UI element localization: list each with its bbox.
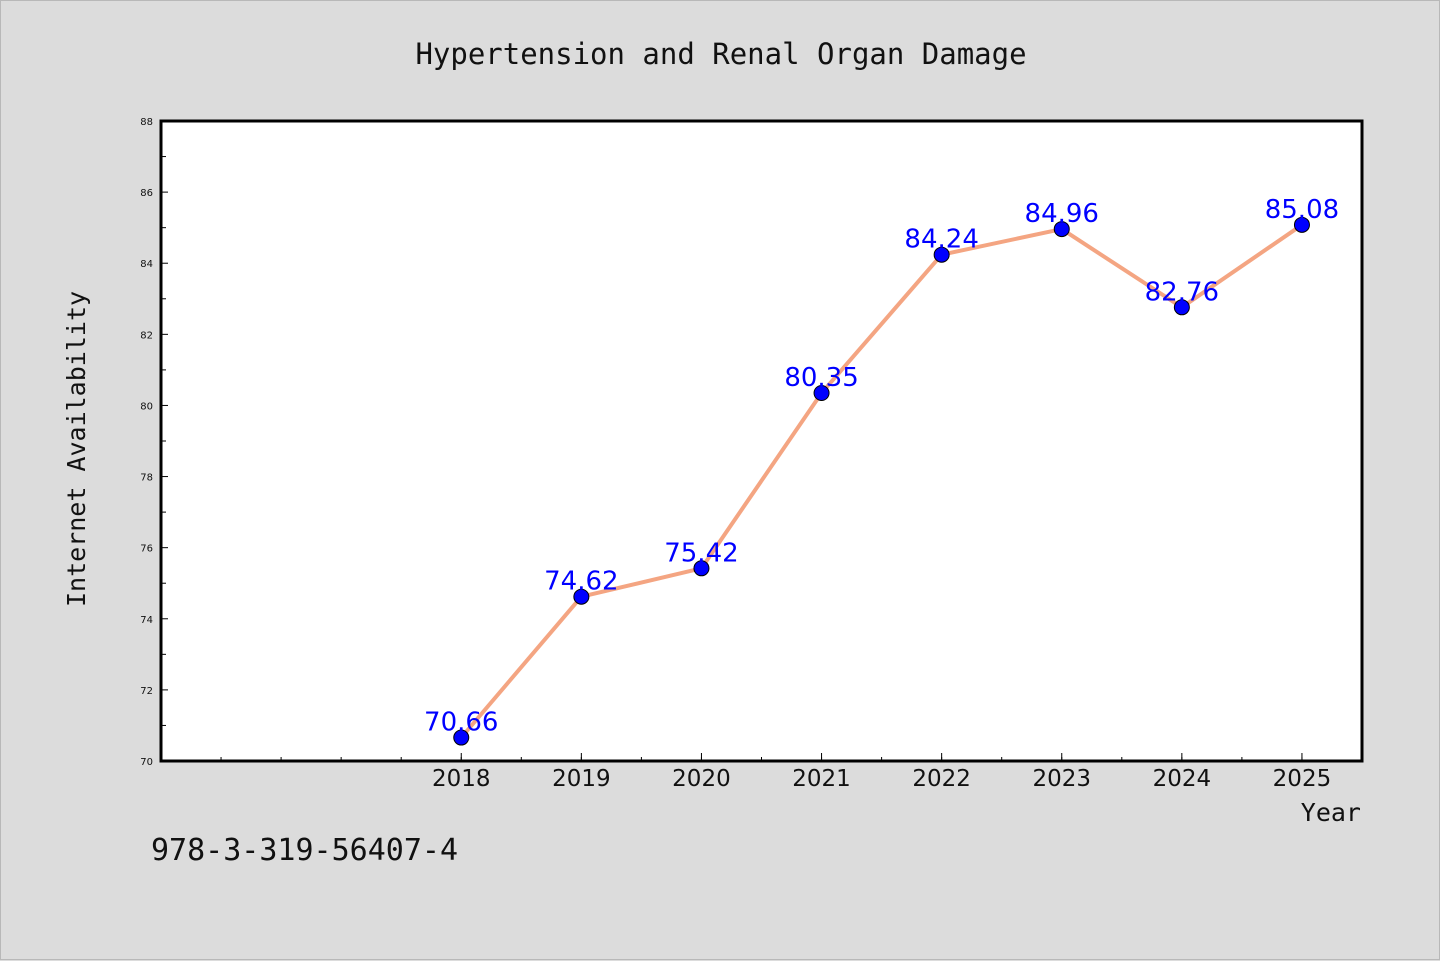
y-tick-label: 88: [140, 117, 153, 128]
data-point: [1293, 216, 1310, 233]
data-label: 85.08: [1265, 195, 1339, 225]
y-axis-ticks: 70 72 74 76 78 80 82 84 86 88: [140, 117, 168, 768]
x-tick-label: 2022: [912, 766, 971, 792]
data-point: [1173, 299, 1190, 316]
data-point: [453, 729, 470, 746]
data-label: 70.66: [424, 708, 498, 738]
y-tick-label: 86: [140, 188, 153, 199]
y-tick-label: 78: [140, 473, 153, 484]
data-point: [573, 588, 590, 605]
x-tick-label: 2023: [1032, 766, 1091, 792]
y-tick-label: 70: [140, 757, 153, 768]
x-tick-label: 2019: [552, 766, 611, 792]
y-axis-label: Internet Availability: [62, 291, 91, 607]
data-label: 74.62: [544, 567, 618, 597]
x-tick-label: 2020: [672, 766, 731, 792]
x-tick-label: 2021: [792, 766, 851, 792]
y-tick-label: 84: [140, 259, 153, 270]
data-label: 80.35: [784, 363, 858, 393]
data-label: 84.96: [1025, 199, 1099, 229]
series-line: [459, 223, 1304, 739]
data-series: [453, 216, 1310, 746]
data-point: [813, 385, 830, 401]
data-label: 75.42: [664, 538, 738, 568]
x-tick-label: 2024: [1153, 766, 1212, 792]
y-tick-label: 82: [140, 330, 153, 341]
x-axis-label: Year: [1301, 798, 1361, 827]
data-point: [1053, 221, 1070, 238]
x-axis-ticks: 2018 2019 2020 2021 2022 2023 2024 2025: [160, 753, 1363, 792]
y-tick-label: 72: [140, 686, 153, 697]
y-tick-label: 76: [140, 544, 153, 555]
data-point: [693, 560, 710, 577]
plot-area: [159, 119, 1364, 763]
data-label: 84.24: [904, 225, 978, 255]
y-tick-label: 80: [140, 401, 153, 412]
data-point: [933, 246, 950, 263]
data-labels: 70.66 74.62 75.42 80.35 84.24 84.96 82.76 85.08: [424, 195, 1339, 738]
x-tick-label: 2018: [432, 766, 491, 792]
y-tick-label: 74: [140, 615, 153, 626]
footnote-isbn: 978-3-319-56407-4: [151, 833, 459, 868]
chart-title: Hypertension and Renal Organ Damage: [415, 37, 1026, 71]
x-tick-label: 2025: [1273, 766, 1332, 792]
data-label: 82.76: [1145, 277, 1219, 307]
